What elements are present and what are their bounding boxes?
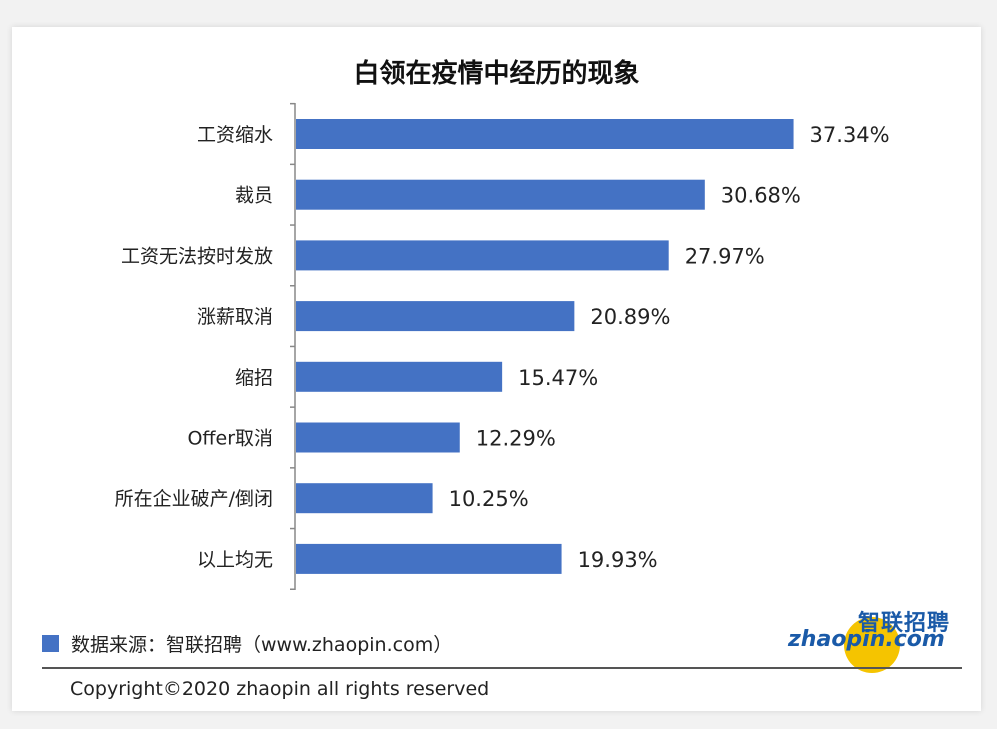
source-text: 数据来源：智联招聘（www.zhaopin.com）: [71, 633, 453, 656]
chart-card: 白领在疫情中经历的现象 工资缩水裁员工资无法按时发放涨薪取消缩招 Offer取消所…: [12, 27, 981, 711]
category-label: 所在企业破产/倒闭: [115, 488, 273, 510]
bar: [296, 543, 562, 574]
bar: [296, 422, 460, 453]
footer-divider: [42, 667, 962, 669]
logo-en-text: zhaopin.com: [788, 627, 945, 652]
bar: [296, 119, 794, 149]
category-label: 缩招: [235, 367, 273, 389]
bar: [296, 483, 433, 514]
category-label: 涨薪取消: [197, 306, 273, 328]
value-label: 27.97%: [685, 244, 765, 268]
category-label: 以上均无: [197, 549, 273, 571]
category-label: Offer取消: [187, 428, 273, 450]
value-label: 37.34%: [810, 123, 890, 147]
category-label: 裁员: [235, 185, 273, 207]
logo-circle-icon: [844, 617, 900, 673]
bar: [296, 240, 669, 271]
value-label: 19.93%: [578, 548, 658, 572]
value-label: 10.25%: [449, 487, 529, 511]
value-label: 15.47%: [518, 366, 598, 390]
logo-cn-text: 智联招聘: [858, 611, 951, 636]
category-label: 工资无法按时发放: [121, 245, 273, 267]
bar: [296, 301, 575, 332]
bar: [296, 179, 705, 210]
copyright-text: Copyright©2020 zhaopin all rights reserv…: [70, 678, 490, 700]
category-label: 工资缩水: [197, 124, 273, 146]
data-source: 数据来源：智联招聘（www.zhaopin.com）: [42, 631, 453, 656]
legend-square-icon: [42, 634, 59, 652]
value-label: 12.29%: [476, 427, 556, 451]
bar: [296, 361, 503, 392]
chart-title: 白领在疫情中经历的现象: [353, 59, 640, 89]
value-label: 30.68%: [721, 184, 801, 208]
value-label: 20.89%: [590, 305, 670, 329]
zhaopin-logo: 智联招聘 zhaopin.com: [782, 605, 962, 673]
